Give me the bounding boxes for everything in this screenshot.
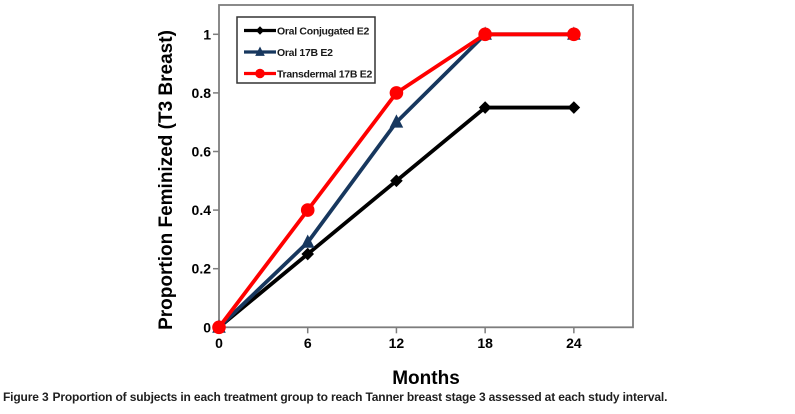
y-tick-label: 0 xyxy=(203,319,211,335)
data-point-transdermal-17b-e2 xyxy=(300,203,315,217)
data-point-oral-17b-e2 xyxy=(389,114,404,128)
data-point-oral-conjugated-e2 xyxy=(390,174,403,188)
data-point-transdermal-17b-e2 xyxy=(212,320,226,335)
x-tick-label: 24 xyxy=(566,335,582,351)
legend-marker-transdermal-17b-e2 xyxy=(255,68,265,79)
data-point-transdermal-17b-e2 xyxy=(389,86,404,100)
x-tick-label: 12 xyxy=(389,335,405,351)
y-axis-title: Proportion Feminized (T3 Breast) xyxy=(156,30,177,330)
series-line-oral-conjugated-e2 xyxy=(217,105,576,330)
plot-border xyxy=(218,4,634,329)
y-tick-label: 0.4 xyxy=(192,202,212,218)
x-tick-label: 18 xyxy=(477,335,493,351)
legend-marker-oral-17b-e2 xyxy=(255,46,265,56)
chart-plot-area: 0 0.2 0.4 0.6 0.8 1 0 6 12 18 24 Oral Conjugated E… xyxy=(156,4,634,389)
legend-marker-oral-conjugated-e2 xyxy=(255,26,265,35)
legend-label-oral-conjugated-e2: Oral Conjugated E2 xyxy=(277,26,369,38)
figure-caption-label: Figure 3 xyxy=(3,390,49,404)
legend-label-oral-17b-e2: Oral 17B E2 xyxy=(277,47,333,59)
data-point-transdermal-17b-e2 xyxy=(567,27,581,42)
y-tick-label: 1 xyxy=(203,26,211,42)
x-tick-label: 0 xyxy=(215,335,223,351)
y-tick-label: 0.8 xyxy=(192,85,212,101)
legend-label-transdermal-17b-e2: Transdermal 17B E2 xyxy=(277,69,372,81)
x-tick-label: 6 xyxy=(304,335,312,351)
data-point-oral-17b-e2 xyxy=(300,234,315,248)
y-tick-label: 0.6 xyxy=(192,144,212,160)
data-point-transdermal-17b-e2 xyxy=(478,27,492,42)
data-point-oral-conjugated-e2 xyxy=(478,101,492,114)
figure-caption: Figure 3 Proportion of subjects in each t… xyxy=(3,390,793,405)
x-axis-title: Months xyxy=(392,368,460,389)
data-point-oral-conjugated-e2 xyxy=(301,247,315,261)
figure-caption-text: Proportion of subjects in each treatment… xyxy=(52,390,668,404)
data-point-oral-conjugated-e2 xyxy=(567,101,581,114)
y-tick-label: 0.2 xyxy=(192,261,212,277)
